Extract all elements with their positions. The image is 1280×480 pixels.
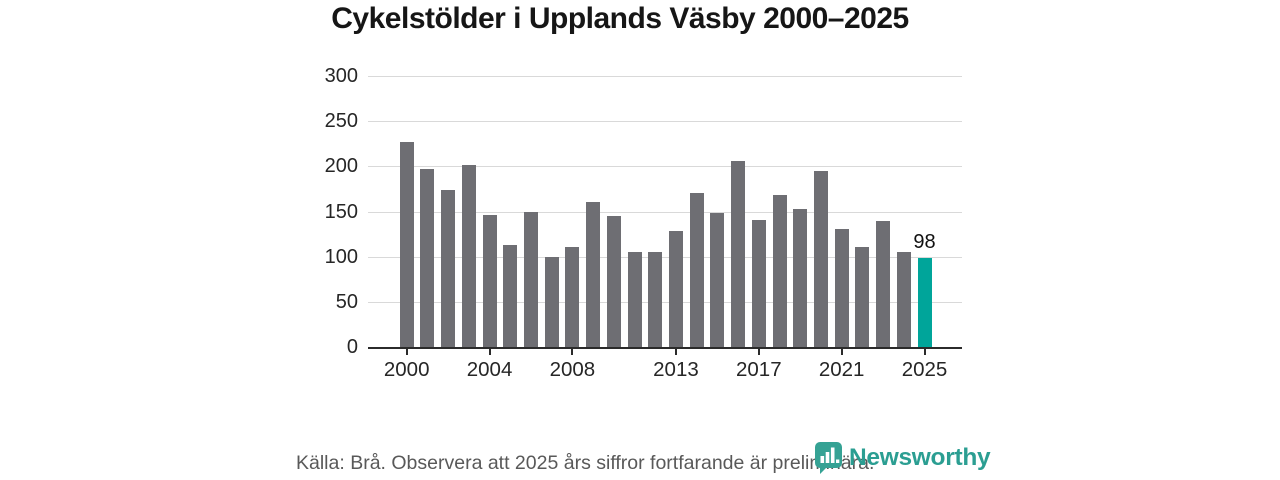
bar-2006: [523, 212, 538, 347]
bar-2000: [399, 141, 414, 347]
bar-2002: [441, 189, 456, 347]
gridline-200: [368, 166, 962, 168]
x-axis-label-2025: 2025: [901, 358, 948, 381]
bar-2013: [668, 231, 683, 347]
source-note: Källa: Brå. Observera att 2025 års siffr…: [296, 452, 875, 474]
gridline-300: [368, 76, 962, 77]
bar-2025: [917, 258, 932, 347]
x-axis-tick-2008: [571, 349, 574, 355]
bar-2015: [710, 213, 725, 347]
bar-2018: [772, 195, 787, 347]
gridline-250: [368, 121, 962, 123]
y-axis-label-150: 150: [324, 200, 358, 223]
newsworthy-wordmark: Newsworthy: [849, 444, 991, 471]
bar-2011: [627, 252, 642, 347]
bar-2020: [813, 170, 828, 347]
y-axis-label-50: 50: [335, 290, 358, 313]
y-axis-label-300: 300: [324, 65, 358, 87]
bar-2007: [544, 256, 559, 347]
bar-2023: [876, 220, 891, 347]
x-axis-line: [368, 347, 962, 349]
bar-2014: [689, 193, 704, 347]
x-axis-label-2000: 2000: [383, 358, 430, 381]
bar-2009: [586, 202, 601, 347]
chart-title: Cykelstölder i Upplands Väsby 2000–2025: [331, 2, 909, 35]
newsworthy-logo: Newsworthy: [815, 442, 991, 474]
x-axis-label-2013: 2013: [653, 358, 699, 381]
x-axis-label-2004: 2004: [466, 358, 513, 381]
x-axis-label-2008: 2008: [549, 358, 596, 381]
gridline-100: [368, 256, 962, 258]
bar-2017: [751, 219, 766, 347]
bar-2010: [606, 216, 621, 347]
x-axis-tick-2017: [757, 349, 760, 355]
bar-2001: [420, 169, 435, 347]
bar-2019: [793, 208, 808, 347]
x-axis-label-2017: 2017: [735, 358, 782, 381]
x-axis-tick-2000: [405, 349, 408, 355]
gridline-50: [368, 301, 962, 303]
bar-2024: [896, 252, 911, 347]
y-axis-label-0: 0: [346, 336, 358, 358]
y-axis-label-100: 100: [324, 245, 358, 268]
bar-2021: [834, 228, 849, 347]
y-axis-label-250: 250: [324, 110, 358, 133]
x-axis-tick-2013: [674, 349, 677, 355]
x-axis-label-2021: 2021: [818, 358, 865, 381]
bar-2008: [565, 246, 580, 347]
x-axis-tick-2021: [840, 349, 843, 355]
bar-2004: [482, 215, 497, 347]
bar-2022: [855, 246, 870, 347]
gridline-150: [368, 211, 962, 213]
x-axis-tick-2004: [488, 349, 491, 355]
highlight-value-label: 98: [913, 231, 936, 254]
bar-2003: [461, 164, 476, 347]
bar-chart-pin-badge-icon: [815, 442, 842, 474]
x-axis-tick-2025: [923, 349, 926, 355]
bar-2012: [648, 252, 663, 347]
bar-2005: [503, 244, 518, 347]
y-axis-label-200: 200: [324, 155, 358, 178]
bar-2016: [731, 160, 746, 347]
